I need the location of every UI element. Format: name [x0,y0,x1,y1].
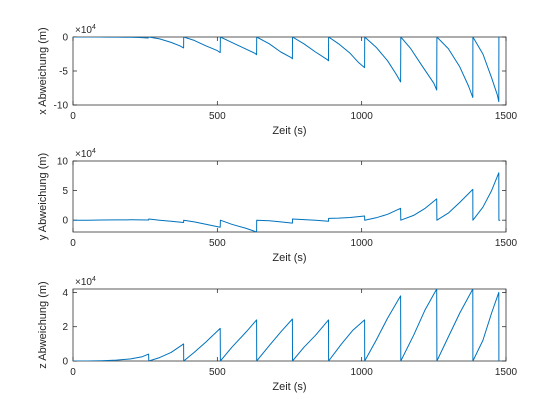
x-axis-label: Zeit (s) [272,252,306,264]
x-tick-label: 0 [70,111,76,122]
x-tick-label: 500 [209,111,226,122]
axes-box [72,160,507,233]
x-tick-label: 1500 [495,111,518,122]
y-tick-label: 5 [62,186,68,197]
y-tick-label: 2 [62,322,68,333]
x-tick-label: 0 [70,367,76,378]
x-tick-label: 1000 [351,238,374,249]
series-line [73,37,501,103]
y-axis-label: x Abweichung (m) [37,27,49,114]
y-multiplier: ×104 [75,24,96,36]
y-tick-label: -10 [54,101,69,112]
series-line [73,172,501,232]
x-tick-label: 1500 [495,367,518,378]
y-tick-label: 0 [62,33,68,44]
subplot-z: 0 500 1000 1500 0 2 4 ×104 Zeit (s) z Abweichung … [37,276,518,393]
x-tick-label: 0 [70,238,76,249]
subplot-x: 0 500 1000 1500 0 -5 -10 ×104 Zeit (s) x Abweichu… [37,24,518,137]
series-line [73,289,501,361]
y-tick-label: 10 [57,157,69,168]
x-axis-label: Zeit (s) [272,381,306,393]
y-tick-label: 0 [62,216,68,227]
x-tick-label: 500 [209,238,226,249]
x-tick-label: 500 [209,367,226,378]
y-tick-label: 0 [62,357,68,368]
axes-box [72,36,507,106]
x-tick-label: 1500 [495,238,518,249]
subplot-y: 0 500 1000 1500 0 5 10 ×104 Zeit (s) y Abweichung… [37,148,518,264]
y-multiplier: ×104 [75,148,96,160]
x-tick-label: 1000 [351,111,374,122]
y-multiplier: ×104 [75,276,96,288]
axes-box [72,288,507,362]
x-axis-label: Zeit (s) [272,125,306,137]
x-tick-label: 1000 [351,367,374,378]
y-axis-label: y Abweichung (m) [37,153,49,240]
y-axis-label: z Abweichung (m) [37,281,49,368]
y-tick-label: -5 [59,67,68,78]
y-tick-label: 4 [62,288,68,299]
